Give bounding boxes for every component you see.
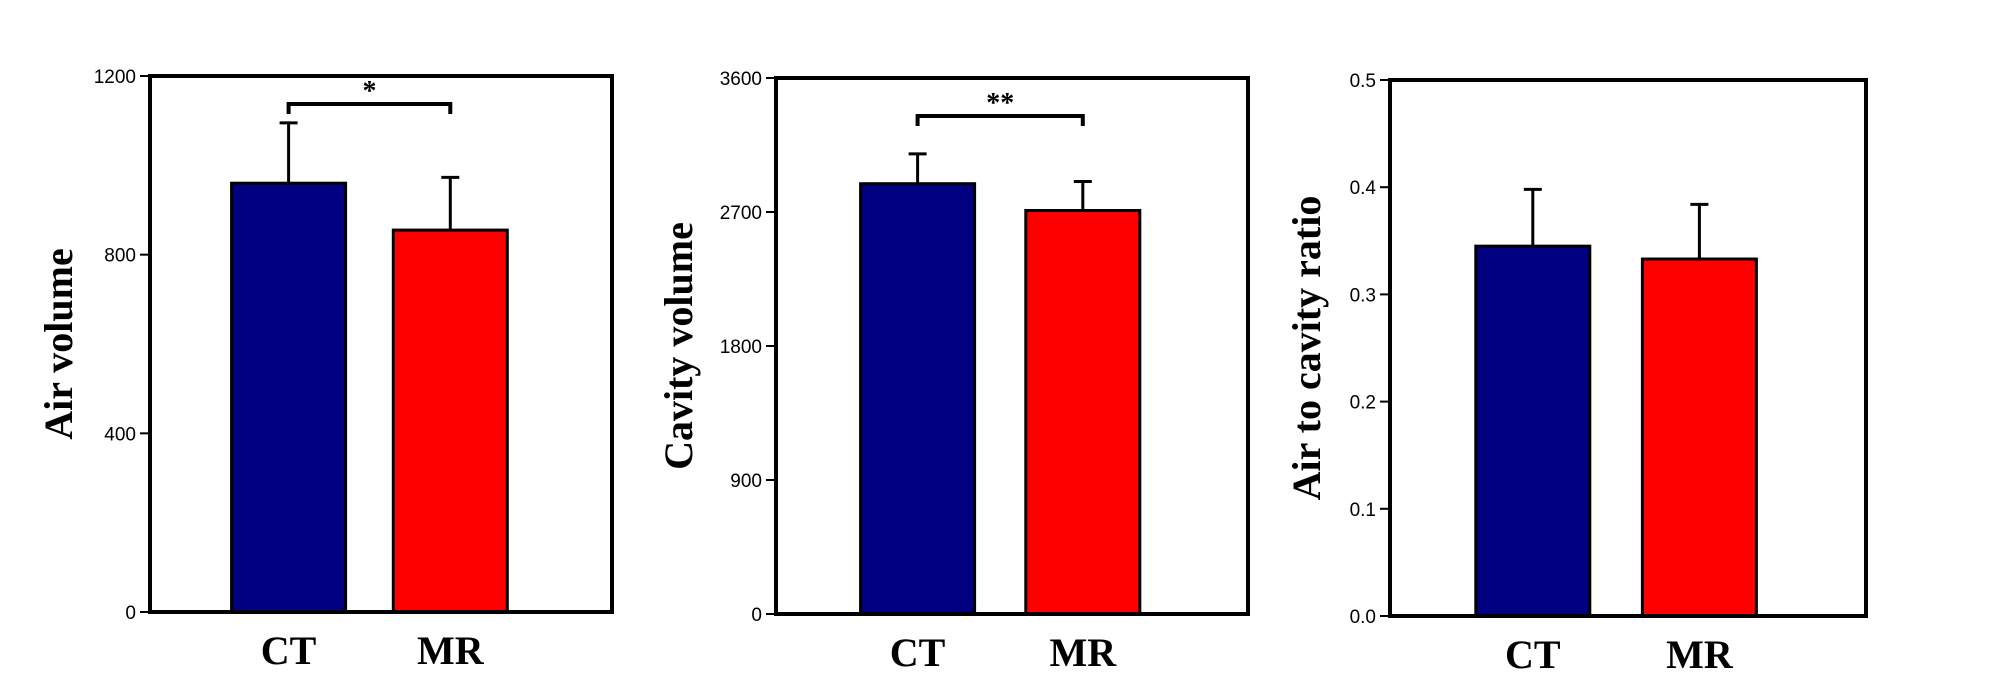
bar-ct — [230, 181, 348, 614]
significance-bracket — [286, 102, 453, 114]
bar-mr — [391, 228, 509, 614]
y-tick-label: 400 — [104, 424, 136, 445]
chart-panel-2: CT MR 0 900 1800 2700 3600 Cavity volume ** — [656, 69, 1250, 675]
y-tick-label: 3600 — [720, 69, 762, 90]
y-tick-label: 1200 — [94, 67, 136, 88]
x-tick-label-ct: CT — [261, 628, 317, 673]
y-tick-label: 800 — [104, 246, 136, 267]
y-tick-label: 0.3 — [1350, 285, 1376, 306]
x-tick-label-mr: MR — [417, 628, 485, 673]
plot-frame — [1388, 78, 1868, 618]
plot-frame — [148, 74, 614, 614]
y-tick-label: 900 — [730, 471, 762, 492]
significance-bracket — [915, 114, 1085, 126]
bar-mr — [1640, 257, 1758, 618]
y-tick-label: 0.2 — [1350, 393, 1376, 414]
x-tick-label-mr: MR — [1049, 630, 1117, 675]
significance-label: ** — [986, 88, 1014, 119]
y-tick-label: 2700 — [720, 203, 762, 224]
chart-panel-3: CT MR 0.0 0.1 0.2 0.3 0.4 0.5 Air to cavity rati… — [1284, 71, 1868, 677]
y-tick-label: 0.0 — [1350, 607, 1376, 628]
y-tick-label: 0.4 — [1350, 178, 1377, 199]
bar-mr — [1024, 209, 1142, 616]
x-tick-label-mr: MR — [1666, 632, 1734, 677]
x-tick-label-ct: CT — [1505, 632, 1561, 677]
y-axis-title: Air volume — [36, 248, 81, 439]
plot-frame — [774, 76, 1250, 616]
bar-ct — [1474, 244, 1592, 618]
bar-ct — [859, 182, 977, 616]
y-tick-label: 1800 — [720, 337, 762, 358]
y-axis-title: Cavity volume — [656, 222, 701, 470]
y-tick-label: 0 — [751, 605, 762, 626]
x-tick-label-ct: CT — [890, 630, 946, 675]
chart-panel-1: CT MR 0 400 800 1200 Air volume * — [36, 67, 614, 673]
y-tick-label: 0.1 — [1350, 500, 1376, 521]
y-tick-label: 0.5 — [1350, 71, 1376, 92]
y-tick-label: 0 — [125, 603, 136, 624]
y-axis-title: Air to cavity ratio — [1284, 196, 1329, 501]
significance-label: * — [362, 76, 376, 107]
